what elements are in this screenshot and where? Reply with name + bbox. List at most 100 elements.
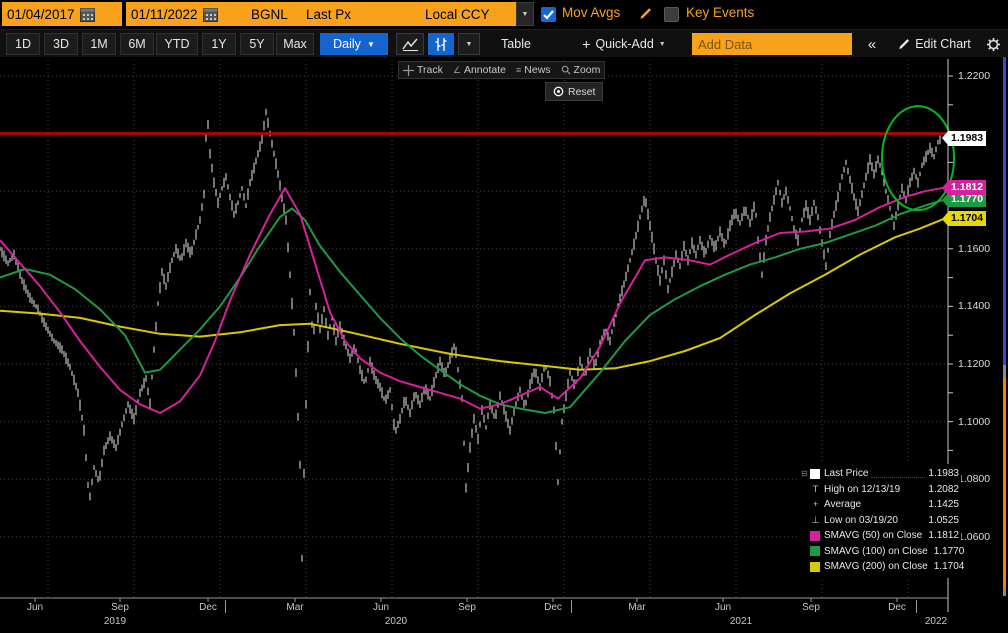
y-axis-label: 1.0600: [958, 530, 991, 543]
check-icon: [543, 10, 554, 20]
news-lines-icon: ≡: [516, 65, 522, 75]
legend-value: 1.1983: [928, 468, 959, 480]
currency-value: Local CCY: [425, 6, 490, 22]
quick-add-button[interactable]: + Quick-Add ▼: [568, 33, 680, 55]
chevron-down-icon: ▼: [521, 10, 529, 18]
reset-zoom-button[interactable]: Reset: [545, 82, 604, 101]
price-field-selector[interactable]: Last Px: [301, 2, 421, 26]
legend-row[interactable]: ⊥ Low on 03/19/20 1.0525: [801, 513, 959, 529]
legend-label: High on 12/13/19: [824, 483, 901, 495]
x-axis-month-label: Dec: [888, 602, 906, 613]
legend-value: 1.1770: [933, 545, 965, 557]
legend-swatch: [810, 530, 820, 541]
date-from-value: 01/04/2017: [7, 6, 75, 22]
legend-leader: [901, 517, 925, 524]
key-events-checkbox[interactable]: [664, 7, 679, 22]
legend-row[interactable]: SMAVG (100) on Close 1.1770: [801, 544, 964, 560]
x-axis-month-label: Jun: [26, 602, 44, 613]
legend-swatch: [810, 468, 820, 479]
edit-mov-avgs-pencil-icon[interactable]: [638, 7, 652, 21]
price-chart-plot[interactable]: [0, 57, 1008, 633]
right-scrollbar-track-lower[interactable]: [1003, 378, 1006, 588]
range-tab-5y[interactable]: 5Y: [240, 33, 274, 55]
edit-chart-label: Edit Chart: [915, 37, 971, 51]
price-marker-label: 1.1704: [948, 211, 987, 227]
price-marker-1.1812: 1.1812: [942, 180, 987, 196]
legend-row[interactable]: T High on 12/13/19 1.2082: [801, 482, 959, 498]
legend-value: 1.1425: [928, 499, 959, 511]
table-button[interactable]: Table: [487, 33, 545, 55]
legend-swatch: [810, 561, 820, 572]
legend-marker-icon: T: [812, 483, 819, 495]
range-tab-3d[interactable]: 3D: [44, 33, 78, 55]
sma100-line: [0, 198, 945, 414]
line-chart-icon: [401, 38, 418, 51]
range-tab-6m[interactable]: 6M: [120, 33, 154, 55]
line-chart-type-button[interactable]: [396, 33, 424, 55]
date-range-separator: -: [116, 4, 121, 20]
calendar-icon[interactable]: [79, 7, 95, 22]
annotate-pencil-icon: ∠: [452, 64, 461, 75]
range-tab-1d[interactable]: 1D: [6, 33, 40, 55]
chart-settings-button[interactable]: [982, 33, 1005, 55]
range-tab-1y[interactable]: 1Y: [202, 33, 236, 55]
currency-selector[interactable]: Local CCY: [420, 2, 524, 26]
key-events-label[interactable]: Key Events: [686, 5, 755, 20]
period-dropdown[interactable]: Daily ▼: [320, 33, 388, 55]
period-value: Daily: [333, 37, 361, 51]
track-label: Track: [417, 64, 443, 76]
add-data-input[interactable]: [692, 33, 852, 55]
sma200-line: [0, 217, 945, 371]
right-scrollbar-track-upper[interactable]: [1003, 57, 1006, 365]
ellipse-annotation[interactable]: [881, 105, 955, 212]
pencil-icon: [899, 38, 910, 49]
range-tab-1m[interactable]: 1M: [82, 33, 116, 55]
y-axis-label: 1.1000: [958, 415, 991, 428]
y-axis-label: 1.1400: [958, 300, 991, 313]
chevron-down-icon: ▼: [465, 40, 473, 48]
magnifier-icon: [561, 65, 571, 75]
legend-row[interactable]: + Average 1.1425: [801, 497, 959, 513]
mov-avgs-checkbox[interactable]: [541, 7, 556, 22]
chevron-down-icon: ▼: [658, 40, 666, 48]
track-button[interactable]: Track: [403, 64, 443, 76]
gear-icon: [986, 37, 1001, 51]
range-tab-max[interactable]: Max: [276, 33, 314, 55]
double-chevron-left-icon: «: [867, 35, 877, 53]
pricing-source-value: BGNL: [251, 6, 288, 22]
legend-row[interactable]: SMAVG (50) on Close 1.1812: [801, 528, 959, 544]
currency-dropdown-button[interactable]: ▼: [516, 2, 534, 26]
right-scrollbar-thumb[interactable]: [1003, 365, 1006, 378]
x-axis-month-label: Jun: [372, 602, 390, 613]
legend-row[interactable]: ⊟ Last Price 1.1983: [801, 466, 959, 482]
news-label: News: [524, 64, 551, 76]
zoom-button[interactable]: Zoom: [561, 64, 600, 76]
security-toolbar: 01/04/2017 - 01/11/2022 BGNL Last Px Loc…: [0, 0, 1008, 29]
chart-type-dropdown[interactable]: ▼: [458, 33, 480, 55]
calendar-icon[interactable]: [202, 7, 218, 22]
legend-collapse-icon[interactable]: ⊟: [801, 469, 808, 479]
y-axis-label: 1.2200: [958, 70, 991, 82]
legend-row[interactable]: SMAVG (200) on Close 1.1704: [801, 559, 964, 575]
date-from-field[interactable]: 01/04/2017: [2, 2, 122, 26]
annotate-button[interactable]: ∠ Annotate: [453, 64, 506, 76]
right-scrollbar-end[interactable]: [1003, 588, 1006, 596]
edit-chart-button[interactable]: Edit Chart: [890, 33, 978, 55]
legend-label: SMAVG (100) on Close: [824, 545, 928, 557]
collapse-toolbar-button[interactable]: «: [858, 33, 886, 55]
x-axis-month-label: Sep: [458, 602, 476, 613]
legend-value: 1.2082: [928, 483, 959, 495]
range-tab-ytd[interactable]: YTD: [156, 33, 198, 55]
mov-avgs-label[interactable]: Mov Avgs: [562, 5, 621, 20]
pricing-source-field[interactable]: BGNL: [246, 2, 302, 26]
year-separator: [916, 600, 917, 613]
price-marker-1.1704: 1.1704: [942, 211, 987, 227]
plus-icon: +: [582, 36, 591, 52]
news-button[interactable]: ≡ News: [516, 64, 551, 76]
bar-chart-type-button[interactable]: [428, 33, 454, 55]
legend-label: Low on 03/19/20: [824, 514, 898, 526]
sma50-line: [0, 186, 945, 414]
legend-swatch: [810, 546, 820, 557]
date-to-field[interactable]: 01/11/2022: [126, 2, 246, 26]
